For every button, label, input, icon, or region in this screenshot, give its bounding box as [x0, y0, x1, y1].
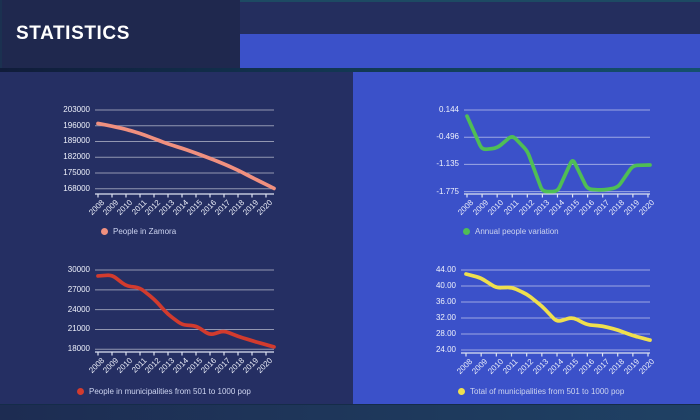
legend-people-municipalities-501-1000[interactable]: People in municipalities from 501 to 100…: [77, 387, 251, 396]
legend-dot-icon: [101, 228, 108, 235]
y-tick-label: 0.144: [438, 105, 459, 114]
y-tick-label: -1.135: [436, 159, 459, 169]
data-line-1: [465, 114, 652, 194]
data-line-0: [96, 121, 276, 191]
y-tick-label: 182000: [63, 152, 90, 162]
data-line-3: [464, 272, 652, 342]
header-divider: [0, 68, 700, 72]
page-title: STATISTICS: [16, 23, 131, 44]
y-tick-label: 44.00: [435, 265, 456, 274]
header-band-accent: [240, 34, 700, 68]
y-tick-label: 27000: [67, 284, 90, 294]
y-tick-label: 24000: [67, 304, 90, 314]
header-title-panel: STATISTICS: [0, 0, 242, 68]
y-tick-label: 196000: [63, 120, 90, 130]
y-tick-label: -0.496: [436, 132, 459, 142]
y-tick-label: 40.00: [435, 281, 456, 290]
y-tick-label: 175000: [63, 167, 90, 177]
legend-dot-icon: [463, 228, 470, 235]
legend-total-municipalities-501-1000[interactable]: Total of municipalities from 501 to 1000…: [458, 387, 624, 396]
legend-label: People in municipalities from 501 to 100…: [89, 387, 251, 396]
legend-people-in-zamora[interactable]: People in Zamora: [101, 227, 176, 236]
y-tick-label: 168000: [63, 183, 90, 193]
legend-annual-people-variation[interactable]: Annual people variation: [463, 227, 559, 236]
y-tick-label: 30000: [67, 265, 90, 274]
y-tick-label: 36.00: [435, 297, 456, 306]
header-band-dark: [240, 0, 700, 34]
legend-label: People in Zamora: [113, 227, 177, 236]
y-tick-label: 28.00: [435, 329, 456, 338]
y-tick-label: 21000: [67, 324, 90, 334]
highlight-panel: [353, 72, 700, 404]
y-tick-label: 32.00: [435, 313, 456, 322]
legend-dot-icon: [77, 388, 84, 395]
data-line-2: [96, 273, 276, 349]
y-tick-label: 18000: [67, 344, 90, 354]
y-tick-label: 189000: [63, 136, 90, 146]
legend-label: Annual people variation: [475, 227, 559, 236]
legend-label: Total of municipalities from 501 to 1000…: [470, 387, 625, 396]
y-tick-label: -1.775: [436, 186, 459, 196]
footer-strip: [0, 404, 700, 420]
legend-dot-icon: [458, 388, 465, 395]
y-tick-label: 24.00: [435, 345, 456, 354]
y-tick-label: 203000: [63, 105, 90, 114]
